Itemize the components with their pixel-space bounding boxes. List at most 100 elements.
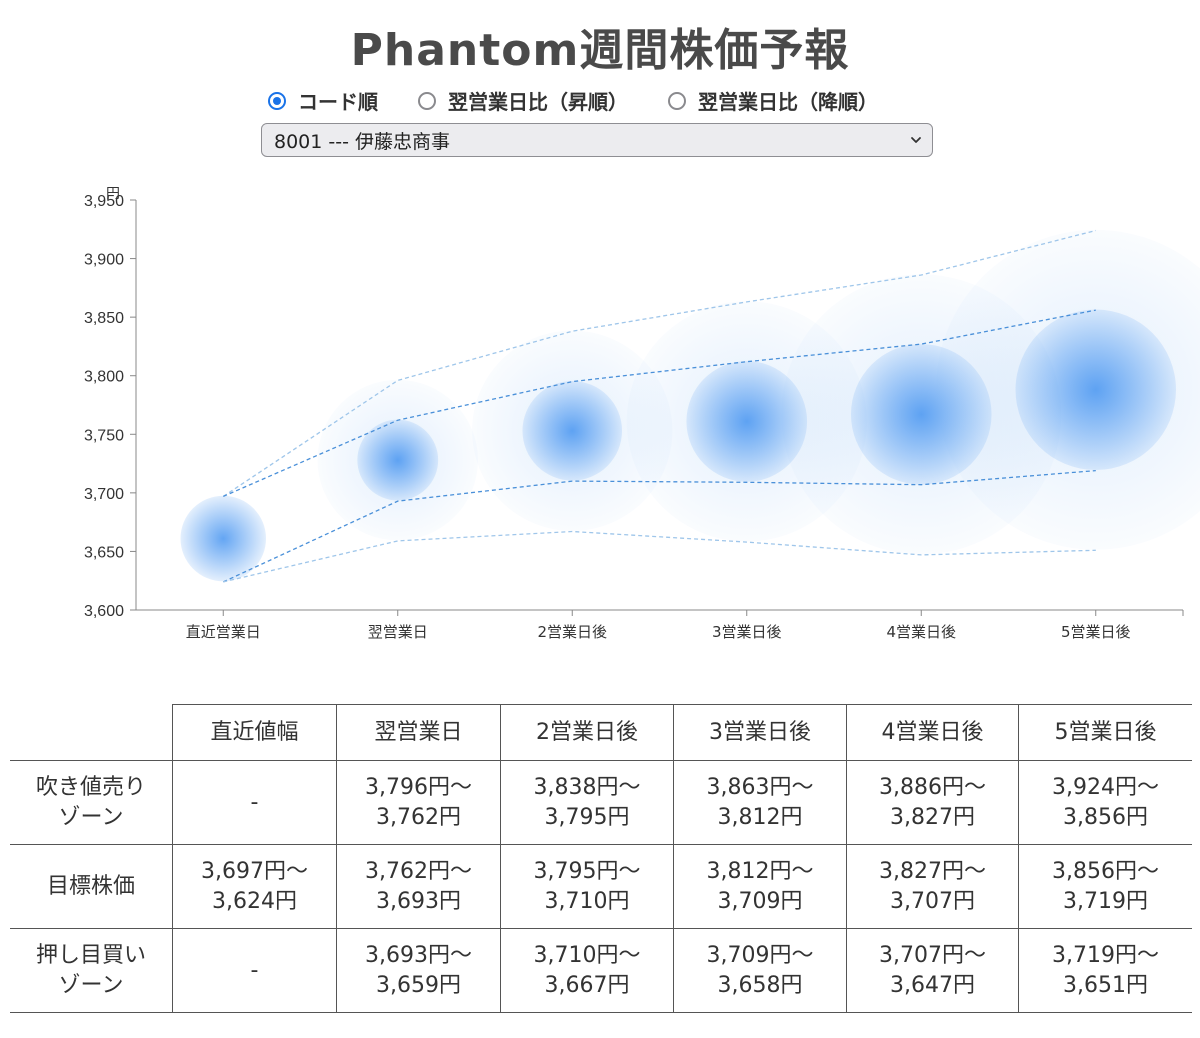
cell-text: 4営業日後	[881, 719, 984, 745]
stock-select[interactable]: 8001 --- 伊藤忠商事	[261, 123, 933, 157]
cell-text: 3,762円	[376, 804, 461, 830]
table-cell: 3,697円〜 3,624円	[172, 844, 337, 929]
bubble-target-range	[686, 361, 808, 482]
cell-text: 3,856円	[1063, 804, 1148, 830]
table-row-label: 吹き値売り ゾーン	[10, 760, 173, 845]
series-line-outer-lower	[223, 530, 1096, 583]
cell-text: 3営業日後	[709, 719, 811, 745]
sort-option-asc[interactable]: 翌営業日比（昇順）	[418, 86, 628, 115]
cell-text: 3,796円〜	[365, 774, 472, 800]
y-tick-label: 3,850	[84, 310, 124, 327]
table-cell: 3,827円〜 3,707円	[846, 844, 1019, 929]
y-tick-label: 3,700	[84, 486, 124, 503]
cell-text: -	[250, 789, 259, 815]
chevron-down-icon	[911, 137, 921, 143]
cell-text: 3,812円	[717, 804, 803, 830]
forecast-table: 直近値幅 翌営業日 2営業日後 3営業日後 4営業日後 5営業日後 吹き値売り ゾーン - 3,7…	[10, 704, 1192, 1013]
table-row-label: 押し目買い ゾーン	[10, 928, 173, 1013]
sort-option-desc[interactable]: 翌営業日比（降順）	[668, 86, 878, 115]
forecast-chart: 3,600 3,650 3,700 3,750 3,800 3,850 3,900 3,950…	[84, 186, 1200, 641]
table-header-row: 直近値幅 翌営業日 2営業日後 3営業日後 4営業日後 5営業日後	[10, 704, 1192, 761]
table-row: 押し目買い ゾーン - 3,693円〜 3,659円 3,710円〜 3,667円 3,709…	[10, 928, 1192, 1013]
sort-option-label: 翌営業日比（降順）	[698, 90, 878, 114]
cell-text: 3,719円〜	[1052, 942, 1159, 968]
cell-text: 3,710円〜	[533, 942, 641, 968]
cell-text: 3,762円〜	[365, 858, 472, 884]
cell-text: ゾーン	[58, 804, 124, 830]
cell-text: 目標株価	[46, 873, 135, 899]
cell-text: 3,658円	[717, 972, 803, 998]
cell-text: 3,709円	[717, 888, 803, 914]
table-header-cell: 翌営業日	[336, 704, 501, 761]
table-cell: 3,812円〜 3,709円	[673, 844, 847, 929]
y-tick-label: 3,900	[84, 252, 124, 269]
table-cell: 3,709円〜 3,658円	[673, 928, 847, 1013]
x-tick-label: 3営業日後	[712, 623, 782, 641]
cell-text: 吹き値売り	[35, 774, 146, 800]
radio-unselected-icon[interactable]	[668, 91, 686, 110]
y-tick-label: 3,800	[84, 369, 124, 386]
y-axis-unit: 円	[106, 186, 120, 202]
cell-text: 3,624円	[212, 888, 297, 914]
cell-text: 3,863円〜	[706, 774, 814, 800]
table-cell: 3,719円〜 3,651円	[1018, 928, 1192, 1013]
table-header-cell: 2営業日後	[500, 704, 674, 761]
cell-text: 2営業日後	[536, 719, 638, 745]
table-row: 目標株価 3,697円〜 3,624円 3,762円〜 3,693円 3,795円〜 3,7…	[10, 844, 1192, 929]
y-tick-label: 3,600	[84, 603, 124, 620]
table-cell: 3,856円〜 3,719円	[1018, 844, 1192, 929]
cell-text: 3,827円〜	[879, 858, 986, 884]
cell-text: 3,710円	[544, 888, 630, 914]
sort-options: コード順 翌営業日比（昇順） 翌営業日比（降順）	[268, 86, 878, 115]
table-cell: 3,924円〜 3,856円	[1018, 760, 1192, 845]
cell-text: 3,886円〜	[879, 774, 986, 800]
cell-text: 3,707円	[890, 888, 975, 914]
table-cell: -	[172, 760, 337, 845]
cell-text: 3,697円〜	[201, 858, 308, 884]
table-cell: 3,838円〜 3,795円	[500, 760, 674, 845]
cell-text: 3,838円〜	[533, 774, 641, 800]
table-corner	[10, 704, 173, 761]
table-header-cell: 4営業日後	[846, 704, 1019, 761]
x-tick-label: 翌営業日	[368, 623, 428, 641]
table-header-cell: 3営業日後	[673, 704, 847, 761]
cell-text: 3,709円〜	[706, 942, 814, 968]
cell-text: 直近値幅	[210, 719, 299, 745]
cell-text: 3,707円〜	[879, 942, 986, 968]
x-tick-label: 直近営業日	[186, 623, 261, 641]
y-tick-label: 3,750	[84, 427, 124, 444]
table-row-label: 目標株価	[10, 844, 173, 929]
series-line-inner-upper	[223, 309, 1096, 497]
table-cell: 3,710円〜 3,667円	[500, 928, 674, 1013]
cell-text: 3,924円〜	[1052, 774, 1159, 800]
bubble-target-range	[522, 380, 623, 481]
table-cell: 3,863円〜 3,812円	[673, 760, 847, 845]
table-cell: 3,707円〜 3,647円	[846, 928, 1019, 1013]
sort-option-code[interactable]: コード順	[268, 86, 378, 115]
cell-text: 3,795円〜	[533, 858, 641, 884]
sort-option-label: 翌営業日比（昇順）	[448, 90, 628, 114]
table-cell: -	[172, 928, 337, 1013]
cell-text: 3,812円〜	[706, 858, 814, 884]
cell-text: 3,693円	[376, 888, 461, 914]
cell-text: 3,651円	[1063, 972, 1148, 998]
table-row: 吹き値売りゾーン - 3,796円〜 3,762円 3,838円〜 3,795円 3,863…	[10, 760, 1192, 845]
radio-selected-icon[interactable]	[268, 91, 286, 110]
cell-text: ゾーン	[58, 972, 124, 998]
x-tick-label: 4営業日後	[886, 623, 956, 641]
table-cell: 3,886円〜 3,827円	[846, 760, 1019, 845]
radio-unselected-icon[interactable]	[418, 91, 436, 110]
y-tick-label: 3,650	[84, 544, 124, 561]
cell-text: 3,647円	[890, 972, 975, 998]
cell-text: 押し目買い	[35, 942, 146, 968]
cell-text: 3,795円	[544, 804, 630, 830]
cell-text: 3,659円	[376, 972, 461, 998]
bubble-target-range	[357, 419, 439, 501]
x-tick-label: 5営業日後	[1061, 623, 1131, 641]
table-cell: 3,795円〜 3,710円	[500, 844, 674, 929]
sort-option-label: コード順	[298, 90, 378, 114]
bubble-target-range	[180, 495, 267, 582]
table-cell: 3,796円〜 3,762円	[336, 760, 501, 845]
bubble-target-range	[1015, 309, 1176, 471]
series-line-inner-lower	[223, 469, 1096, 583]
